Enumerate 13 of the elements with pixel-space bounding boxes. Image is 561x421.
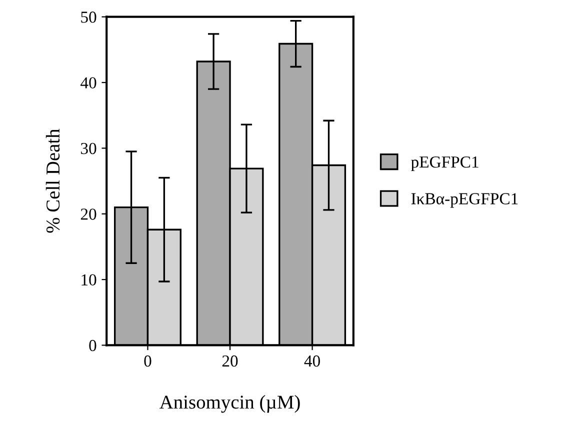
y-tick-label: 40 [80, 77, 96, 88]
x-tick-label: 40 [304, 355, 320, 367]
y-tick-label: 30 [81, 142, 96, 154]
y-tick-label: 0 [89, 340, 96, 352]
legend-label: IκBα-pEGFPC1 [411, 193, 518, 208]
x-tick-label: 0 [144, 355, 152, 367]
legend-label: pEGFPC1 [411, 156, 478, 172]
y-tick-label: 10 [82, 274, 96, 286]
x-tick-label: 20 [222, 355, 238, 367]
x-axis-title: Anisomycin (µM) [160, 395, 300, 413]
y-axis-title: % Cell Death [46, 128, 60, 233]
y-tick-label: 20 [80, 208, 96, 220]
y-tick-label: 50 [81, 12, 96, 23]
